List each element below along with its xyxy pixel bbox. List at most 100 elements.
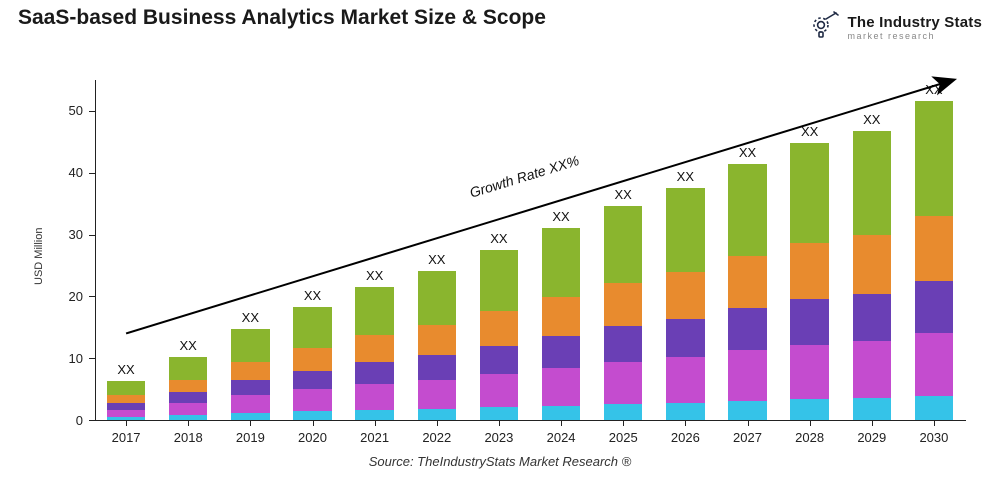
y-tick	[89, 420, 95, 421]
bar-segment	[480, 311, 519, 346]
bar-segment	[107, 410, 146, 418]
x-tick	[437, 420, 438, 426]
x-tick	[313, 420, 314, 426]
y-tick-label: 50	[49, 103, 83, 118]
y-tick	[89, 173, 95, 174]
bar-segment	[293, 371, 332, 390]
y-tick	[89, 111, 95, 112]
y-tick-label: 30	[49, 227, 83, 242]
bar: XX	[480, 80, 519, 420]
bar-segment	[604, 362, 643, 404]
y-tick-label: 0	[49, 413, 83, 428]
y-tick	[89, 296, 95, 297]
bar-value-label: XX	[293, 288, 332, 303]
x-tick	[934, 420, 935, 426]
bar-value-label: XX	[355, 268, 394, 283]
bar-segment	[666, 319, 705, 357]
bar-segment	[542, 368, 581, 406]
bar-segment	[542, 336, 581, 368]
y-tick	[89, 358, 95, 359]
bar-segment	[107, 395, 146, 403]
bar-segment	[790, 299, 829, 345]
bar-value-label: XX	[169, 338, 208, 353]
bar-segment	[418, 409, 457, 420]
bar-segment	[169, 392, 208, 402]
x-tick	[623, 420, 624, 426]
bar-segment	[480, 407, 519, 420]
x-tick-label: 2019	[219, 430, 281, 445]
x-tick	[188, 420, 189, 426]
bar: XX	[728, 80, 767, 420]
bar-segment	[853, 235, 892, 294]
bar-segment	[231, 362, 270, 380]
bar-segment	[542, 228, 581, 297]
bar: XX	[231, 80, 270, 420]
bar-segment	[418, 325, 457, 355]
bar-value-label: XX	[666, 169, 705, 184]
bar-segment	[728, 350, 767, 400]
x-tick-label: 2022	[406, 430, 468, 445]
bar-segment	[790, 399, 829, 420]
chart-plot-area	[95, 80, 965, 420]
x-tick-label: 2017	[95, 430, 157, 445]
bar-segment	[666, 272, 705, 319]
bar-segment	[480, 346, 519, 374]
bar: XX	[790, 80, 829, 420]
bar: XX	[293, 80, 332, 420]
x-tick	[748, 420, 749, 426]
bar-segment	[231, 413, 270, 420]
bar-segment	[480, 374, 519, 407]
bar-value-label: XX	[107, 362, 146, 377]
bar-segment	[915, 216, 954, 281]
bar-segment	[915, 396, 954, 420]
bar-value-label: XX	[542, 209, 581, 224]
bar-segment	[728, 401, 767, 420]
bar-segment	[728, 256, 767, 308]
bar-segment	[355, 384, 394, 410]
bar-value-label: XX	[853, 112, 892, 127]
bar-segment	[542, 297, 581, 336]
bar-segment	[169, 357, 208, 380]
bar-segment	[480, 250, 519, 311]
bar-segment	[542, 406, 581, 420]
bar: XX	[355, 80, 394, 420]
bar-segment	[355, 410, 394, 420]
x-tick	[250, 420, 251, 426]
bar-segment	[853, 294, 892, 342]
bar-segment	[604, 206, 643, 283]
source-caption: Source: TheIndustryStats Market Research…	[0, 454, 1000, 469]
bar-segment	[231, 329, 270, 362]
bar-value-label: XX	[728, 145, 767, 160]
brand-name: The Industry Stats	[848, 15, 982, 30]
bar-value-label: XX	[604, 187, 643, 202]
x-tick-label: 2029	[841, 430, 903, 445]
bar-segment	[293, 307, 332, 348]
bar-segment	[231, 380, 270, 395]
bar-segment	[418, 355, 457, 379]
bar-value-label: XX	[480, 231, 519, 246]
bar-segment	[355, 335, 394, 362]
x-tick-label: 2030	[903, 430, 965, 445]
x-tick	[375, 420, 376, 426]
bar-segment	[666, 403, 705, 420]
bar-segment	[231, 395, 270, 413]
bar: XX	[418, 80, 457, 420]
chart-title: SaaS-based Business Analytics Market Siz…	[18, 6, 546, 30]
bar-segment	[790, 243, 829, 299]
x-tick	[499, 420, 500, 426]
bar-segment	[666, 188, 705, 272]
bar-segment	[915, 281, 954, 333]
x-tick-label: 2021	[344, 430, 406, 445]
bar-segment	[355, 362, 394, 384]
x-tick-label: 2023	[468, 430, 530, 445]
y-axis-label: USD Million	[33, 228, 45, 285]
x-tick-label: 2026	[654, 430, 716, 445]
bar-segment	[604, 404, 643, 420]
x-tick-label: 2024	[530, 430, 592, 445]
bar-segment	[418, 271, 457, 325]
y-tick-label: 10	[49, 351, 83, 366]
bar-segment	[728, 308, 767, 350]
y-tick	[89, 235, 95, 236]
bar-segment	[107, 381, 146, 395]
x-axis	[94, 420, 966, 421]
